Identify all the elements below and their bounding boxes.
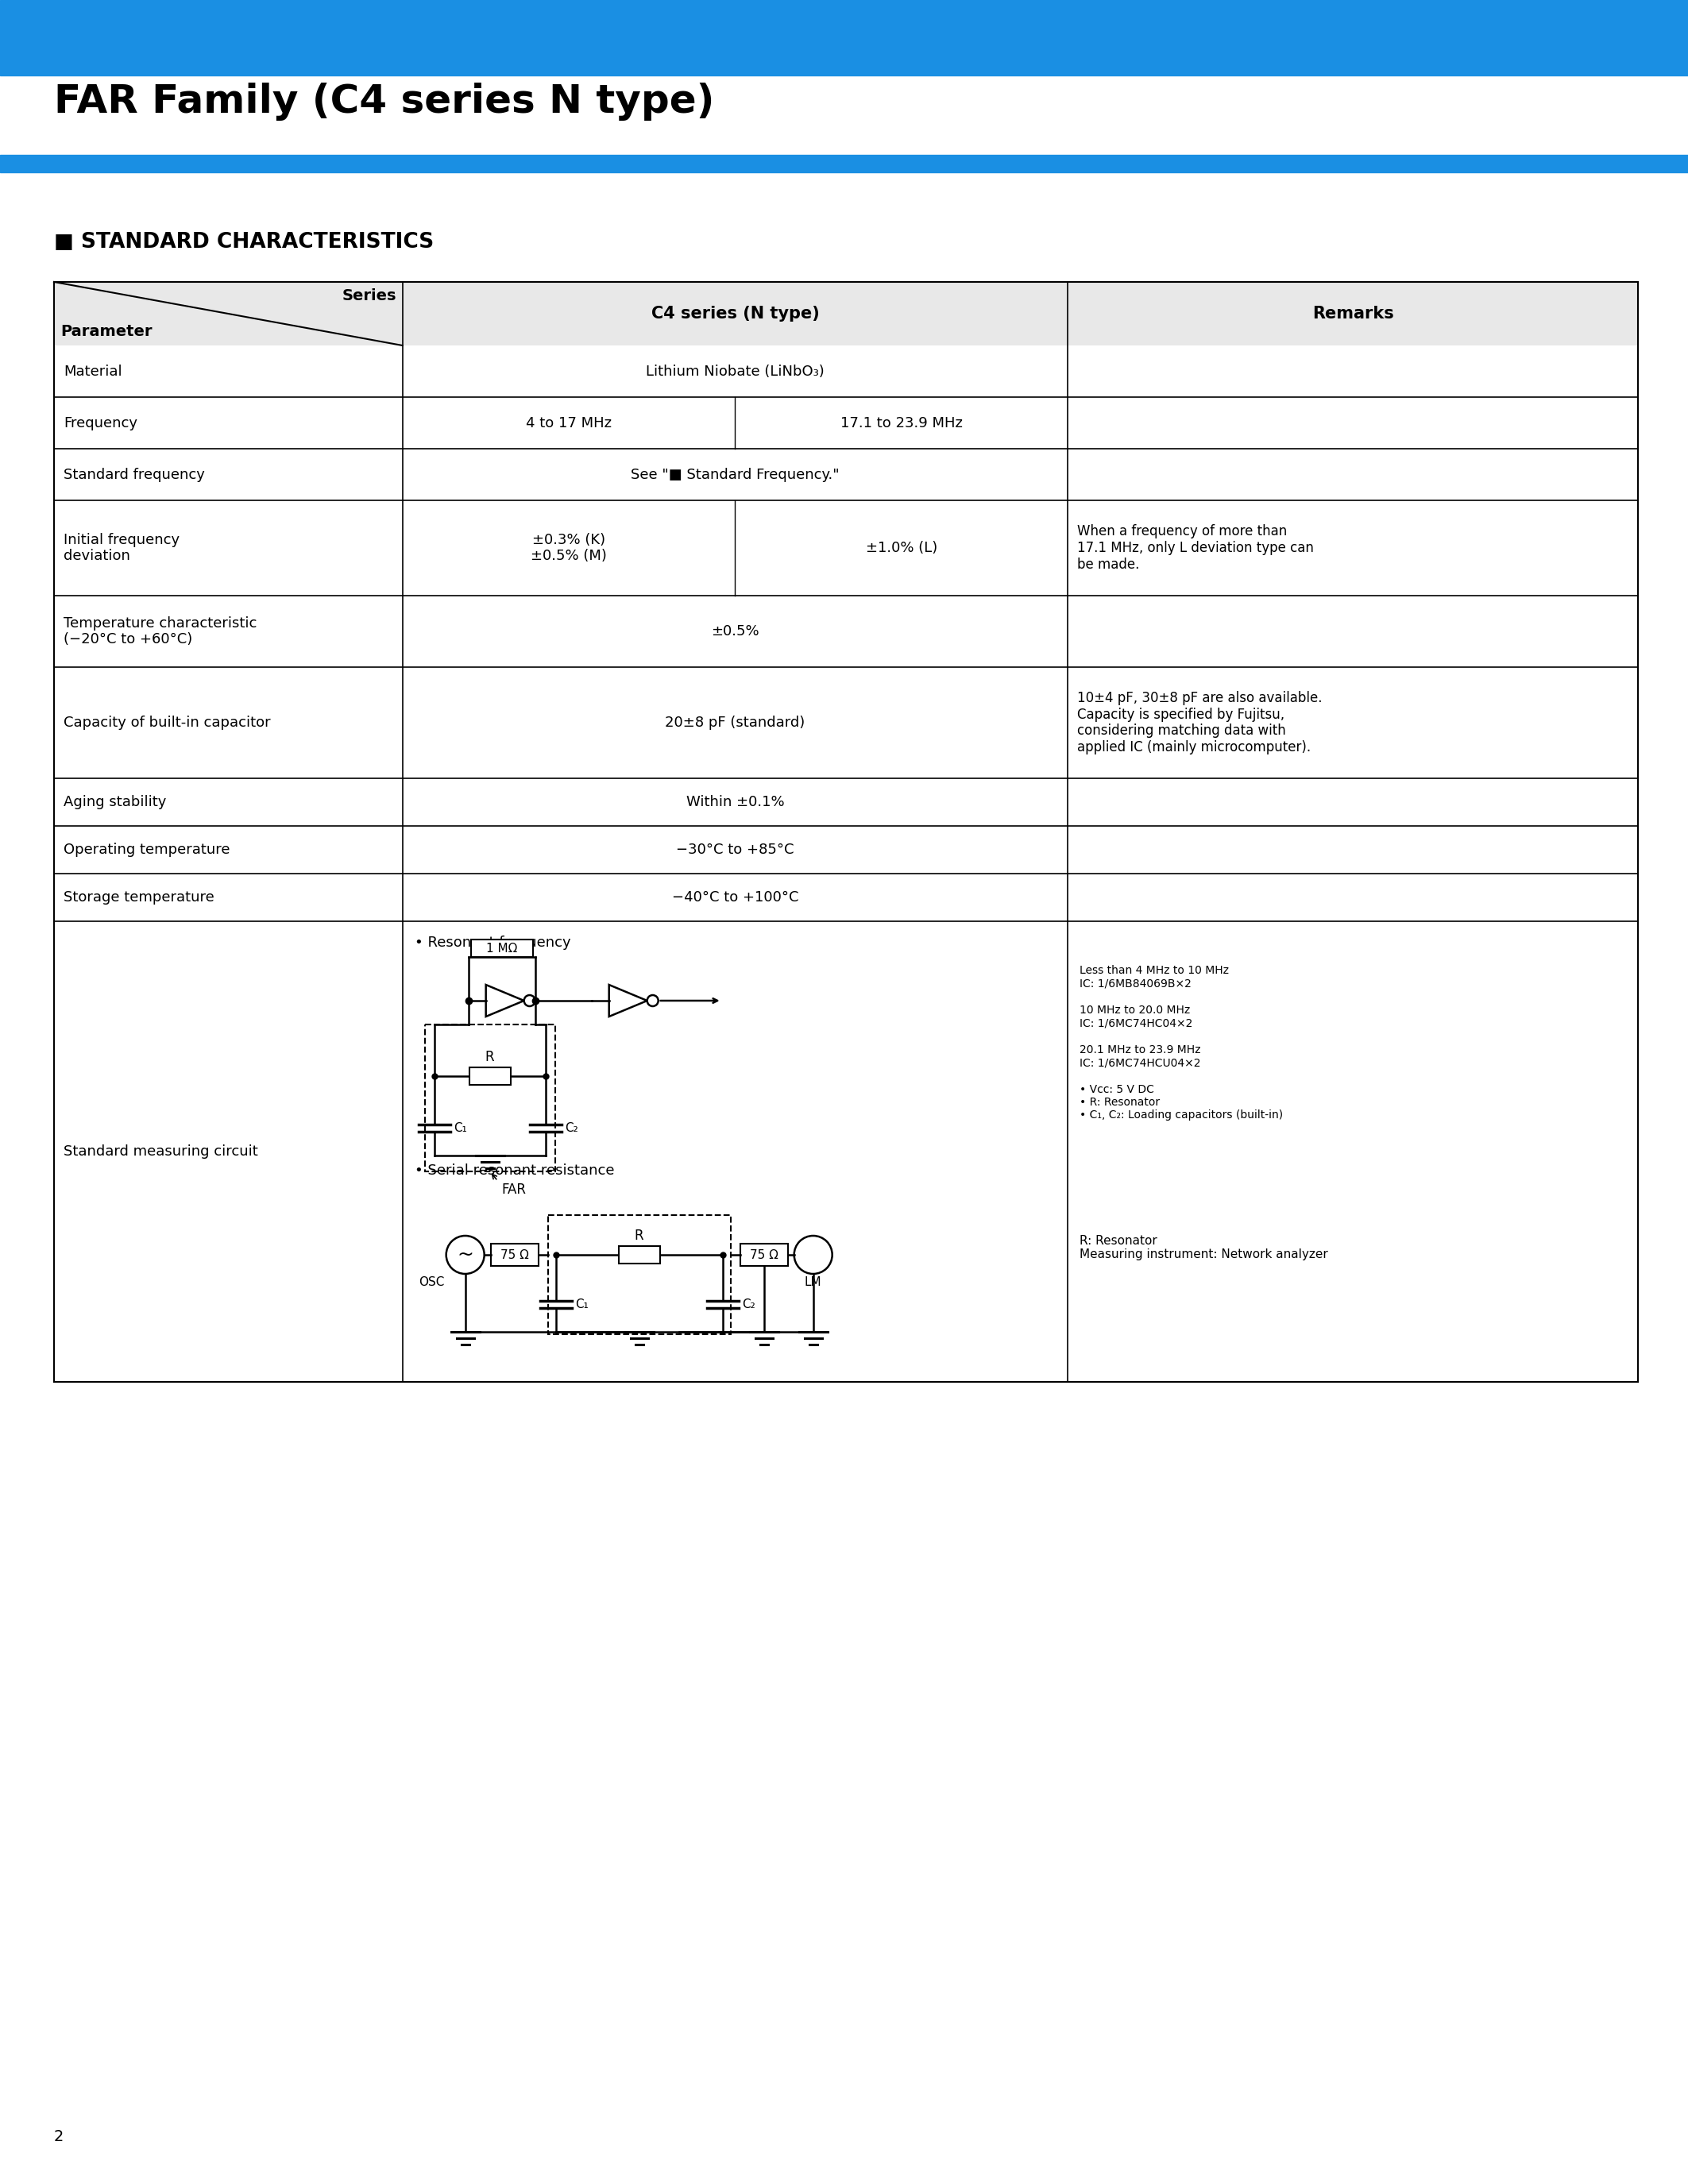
Text: 4 to 17 MHz: 4 to 17 MHz xyxy=(527,415,611,430)
Text: Remarks: Remarks xyxy=(1312,306,1394,321)
Text: 10±4 pF, 30±8 pF are also available.
Capacity is specified by Fujitsu,
consideri: 10±4 pF, 30±8 pF are also available. Cap… xyxy=(1077,690,1322,756)
Text: 75 Ω: 75 Ω xyxy=(749,1249,778,1260)
Text: FAR: FAR xyxy=(501,1182,527,1197)
Bar xyxy=(54,397,1637,448)
Text: Series: Series xyxy=(341,288,397,304)
Bar xyxy=(54,448,1637,500)
Text: R: Resonator
Measuring instrument: Network analyzer: R: Resonator Measuring instrument: Netwo… xyxy=(1080,1234,1328,1260)
Bar xyxy=(54,666,1637,778)
Text: 20±8 pF (standard): 20±8 pF (standard) xyxy=(665,716,805,729)
Text: 17.1 to 23.9 MHz: 17.1 to 23.9 MHz xyxy=(841,415,962,430)
Text: ±0.5%: ±0.5% xyxy=(711,625,760,638)
Text: • Serial resonant resistance: • Serial resonant resistance xyxy=(414,1164,614,1177)
Bar xyxy=(471,939,533,957)
Text: Standard measuring circuit: Standard measuring circuit xyxy=(64,1144,258,1160)
Text: When a frequency of more than
17.1 MHz, only L deviation type can
be made.: When a frequency of more than 17.1 MHz, … xyxy=(1077,524,1313,572)
Text: ±0.3% (K)
±0.5% (M): ±0.3% (K) ±0.5% (M) xyxy=(530,533,608,563)
Bar xyxy=(54,345,1637,397)
Text: C₂: C₂ xyxy=(741,1297,755,1310)
Text: Lithium Niobate (LiNbO₃): Lithium Niobate (LiNbO₃) xyxy=(647,365,824,378)
Text: −40°C to +100°C: −40°C to +100°C xyxy=(672,891,798,904)
Bar xyxy=(54,500,1637,596)
Text: Material: Material xyxy=(64,365,122,378)
Text: Standard frequency: Standard frequency xyxy=(64,467,204,483)
Text: Temperature characteristic
(−20°C to +60°C): Temperature characteristic (−20°C to +60… xyxy=(64,616,257,646)
Text: See "■ Standard Frequency.": See "■ Standard Frequency." xyxy=(631,467,839,483)
Text: ±1.0% (L): ±1.0% (L) xyxy=(866,542,937,555)
Text: Parameter: Parameter xyxy=(61,323,152,339)
Text: C4 series (N type): C4 series (N type) xyxy=(652,306,819,321)
Bar xyxy=(425,1024,555,1171)
Bar xyxy=(618,1247,660,1265)
Text: C₁: C₁ xyxy=(576,1297,587,1310)
Bar xyxy=(549,1214,731,1334)
Bar xyxy=(54,778,1637,826)
Bar xyxy=(54,596,1637,666)
Text: 20.1 MHz to 23.9 MHz
IC: 1/6MC74HCU04×2: 20.1 MHz to 23.9 MHz IC: 1/6MC74HCU04×2 xyxy=(1080,1044,1200,1068)
Text: LM: LM xyxy=(805,1275,822,1289)
Text: • Resonant frequency: • Resonant frequency xyxy=(414,935,571,950)
Text: OSC: OSC xyxy=(419,1275,444,1289)
Text: −30°C to +85°C: −30°C to +85°C xyxy=(677,843,793,856)
Text: C₁: C₁ xyxy=(454,1123,466,1133)
Text: C₂: C₂ xyxy=(564,1123,577,1133)
Text: 2: 2 xyxy=(54,2129,64,2145)
Bar xyxy=(54,826,1637,874)
Text: Operating temperature: Operating temperature xyxy=(64,843,230,856)
Text: • Vcc: 5 V DC
• R: Resonator
• C₁, C₂: Loading capacitors (built-in): • Vcc: 5 V DC • R: Resonator • C₁, C₂: L… xyxy=(1080,1083,1283,1120)
Text: 75 Ω: 75 Ω xyxy=(500,1249,528,1260)
Text: FAR Family (C4 series N type): FAR Family (C4 series N type) xyxy=(54,83,714,120)
Text: Initial frequency
deviation: Initial frequency deviation xyxy=(64,533,179,563)
Bar xyxy=(491,1243,538,1267)
Bar xyxy=(739,1243,788,1267)
Text: Within ±0.1%: Within ±0.1% xyxy=(685,795,785,810)
Text: R: R xyxy=(635,1230,643,1243)
Bar xyxy=(54,282,1637,345)
Bar xyxy=(469,1068,510,1085)
Text: 10 MHz to 20.0 MHz
IC: 1/6MC74HC04×2: 10 MHz to 20.0 MHz IC: 1/6MC74HC04×2 xyxy=(1080,1005,1193,1029)
Text: R: R xyxy=(484,1051,495,1064)
Bar xyxy=(54,922,1637,1382)
Text: Capacity of built-in capacitor: Capacity of built-in capacitor xyxy=(64,716,270,729)
Text: Aging stability: Aging stability xyxy=(64,795,167,810)
Text: Storage temperature: Storage temperature xyxy=(64,891,214,904)
Text: 1 MΩ: 1 MΩ xyxy=(486,941,518,954)
Text: Less than 4 MHz to 10 MHz
IC: 1/6MB84069B×2: Less than 4 MHz to 10 MHz IC: 1/6MB84069… xyxy=(1080,965,1229,989)
Bar xyxy=(0,155,1688,173)
Bar xyxy=(54,874,1637,922)
Text: ■ STANDARD CHARACTERISTICS: ■ STANDARD CHARACTERISTICS xyxy=(54,232,434,253)
Text: ~: ~ xyxy=(457,1245,474,1265)
Text: Frequency: Frequency xyxy=(64,415,137,430)
Bar xyxy=(0,0,1688,76)
